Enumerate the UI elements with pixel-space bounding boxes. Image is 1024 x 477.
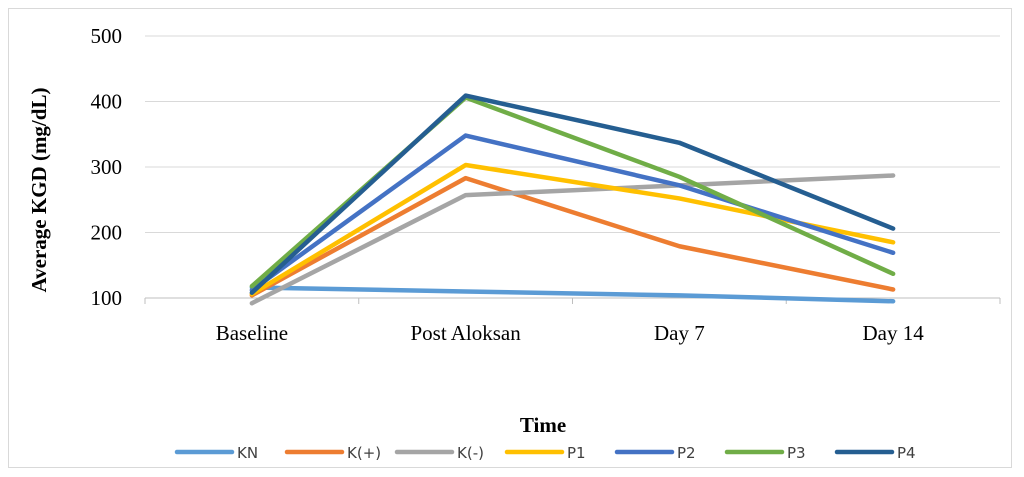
series-lines — [249, 93, 896, 306]
x-tick-label: Baseline — [216, 321, 288, 345]
y-axis-ticks: 100 200 300 400 500 — [91, 24, 123, 310]
legend-label: P1 — [567, 444, 586, 462]
legend-label: P4 — [897, 444, 916, 462]
y-tick-label: 100 — [91, 286, 123, 310]
y-tick-label: 400 — [91, 90, 123, 114]
y-tick-label: 300 — [91, 155, 123, 179]
legend-label: K(-) — [457, 444, 484, 462]
y-axis-title: Average KGD (mg/dL) — [27, 88, 51, 293]
x-tick-label: Post Aloksan — [410, 321, 521, 345]
series-line-k — [249, 173, 896, 306]
legend-label: K(+) — [347, 444, 381, 462]
x-tick-label: Day 7 — [654, 321, 705, 345]
y-tick-label: 500 — [91, 24, 123, 48]
x-tick-label: Day 14 — [863, 321, 925, 345]
series-line-p2 — [249, 133, 896, 293]
legend-label: P3 — [787, 444, 806, 462]
legend: KN K(+) K(-) P1 P2 P3 P4 — [174, 444, 916, 462]
series-line-kn — [249, 285, 896, 304]
y-tick-label: 200 — [91, 221, 123, 245]
series-line-p4 — [249, 93, 896, 296]
legend-label: P2 — [677, 444, 696, 462]
x-axis-title: Time — [520, 413, 566, 437]
x-axis-ticks: Baseline Post Aloksan Day 7 Day 14 — [144, 298, 1001, 345]
grid-lines — [145, 35, 1000, 233]
series-line-k — [249, 175, 896, 298]
legend-label: KN — [237, 444, 258, 462]
